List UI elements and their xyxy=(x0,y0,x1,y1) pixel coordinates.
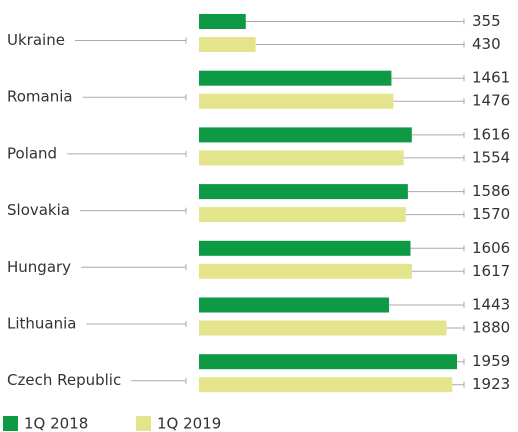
value-label: 1586 xyxy=(472,182,510,200)
value-label: 1461 xyxy=(472,69,510,87)
bar xyxy=(199,14,246,29)
bar xyxy=(199,184,408,200)
bar xyxy=(199,377,453,393)
category-label: Romania xyxy=(7,88,73,106)
category-label: Lithuania xyxy=(7,315,76,333)
value-label: 1443 xyxy=(472,296,510,314)
bar xyxy=(199,70,392,86)
category-label: Slovakia xyxy=(7,201,70,219)
bar xyxy=(199,207,406,223)
bar xyxy=(199,93,394,109)
bar xyxy=(199,37,256,52)
bar xyxy=(199,127,412,143)
value-label: 1476 xyxy=(472,92,510,110)
bar xyxy=(199,263,412,279)
value-label: 1923 xyxy=(472,375,510,393)
category-label: Czech Republic xyxy=(7,371,121,389)
bar xyxy=(199,320,447,336)
bar xyxy=(199,150,404,166)
value-label: 355 xyxy=(472,12,501,30)
value-label: 1606 xyxy=(472,239,510,257)
category-label: Poland xyxy=(7,144,57,162)
value-label: 1554 xyxy=(472,148,510,166)
legend-swatch xyxy=(136,416,151,431)
category-label: Hungary xyxy=(7,258,71,276)
bar xyxy=(199,240,411,256)
legend-label: 1Q 2019 xyxy=(157,415,221,432)
value-label: 1617 xyxy=(472,262,510,280)
bar xyxy=(199,354,457,370)
value-label: 1616 xyxy=(472,125,510,143)
value-label: 1880 xyxy=(472,319,510,337)
value-label: 1570 xyxy=(472,205,510,223)
legend-label: 1Q 2018 xyxy=(24,415,88,432)
value-label: 430 xyxy=(472,35,501,53)
category-label: Ukraine xyxy=(7,31,65,49)
legend-swatch xyxy=(3,416,18,431)
bar xyxy=(199,297,390,313)
value-label: 1959 xyxy=(472,352,510,370)
